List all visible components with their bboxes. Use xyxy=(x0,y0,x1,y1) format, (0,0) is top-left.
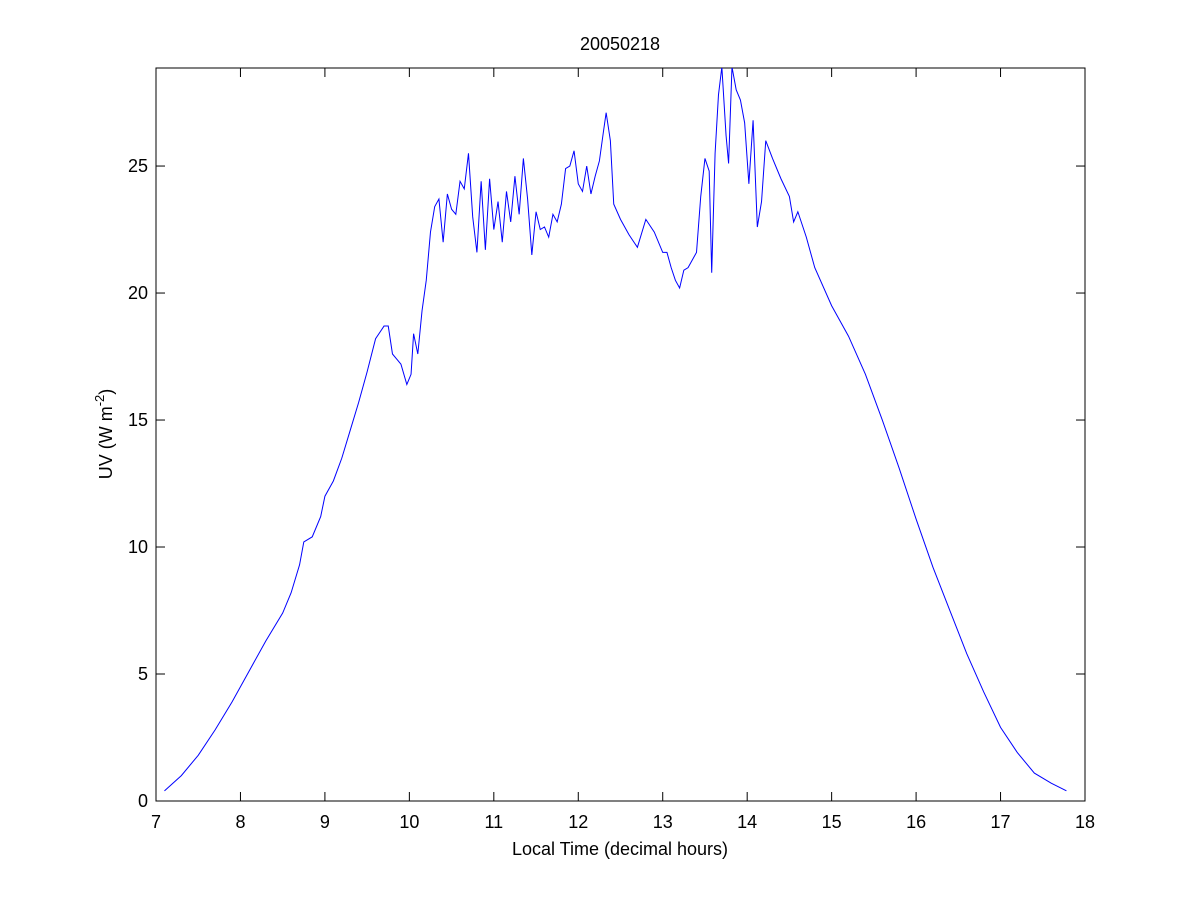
y-axis-label: UV (W m-2) xyxy=(92,389,116,480)
x-tick-label: 11 xyxy=(484,812,503,832)
y-tick-label: 5 xyxy=(138,664,148,684)
x-tick-label: 12 xyxy=(568,812,588,832)
x-tick-label: 16 xyxy=(906,812,926,832)
y-tick-label: 15 xyxy=(128,410,148,430)
y-tick-label: 10 xyxy=(128,537,148,557)
x-tick-label: 14 xyxy=(737,812,757,832)
chart-title: 20050218 xyxy=(580,34,660,54)
x-tick-label: 8 xyxy=(235,812,245,832)
y-label-end: ) xyxy=(96,389,116,395)
x-tick-label: 18 xyxy=(1075,812,1095,832)
x-tick-label: 7 xyxy=(151,812,161,832)
plot-frame xyxy=(155,67,1086,802)
x-tick-label: 10 xyxy=(399,812,419,832)
x-tick-label: 17 xyxy=(991,812,1011,832)
y-tick-label: 20 xyxy=(128,283,148,303)
x-tick-label: 9 xyxy=(320,812,330,832)
x-tick-label: 13 xyxy=(653,812,673,832)
x-axis-label: Local Time (decimal hours) xyxy=(512,839,728,859)
y-tick-label: 0 xyxy=(138,791,148,811)
data-line xyxy=(164,68,1067,792)
y-label-main: UV (W m xyxy=(96,406,116,479)
x-tick-label: 15 xyxy=(822,812,842,832)
y-label-superscript: -2 xyxy=(92,395,107,407)
y-tick-label: 25 xyxy=(128,156,148,176)
